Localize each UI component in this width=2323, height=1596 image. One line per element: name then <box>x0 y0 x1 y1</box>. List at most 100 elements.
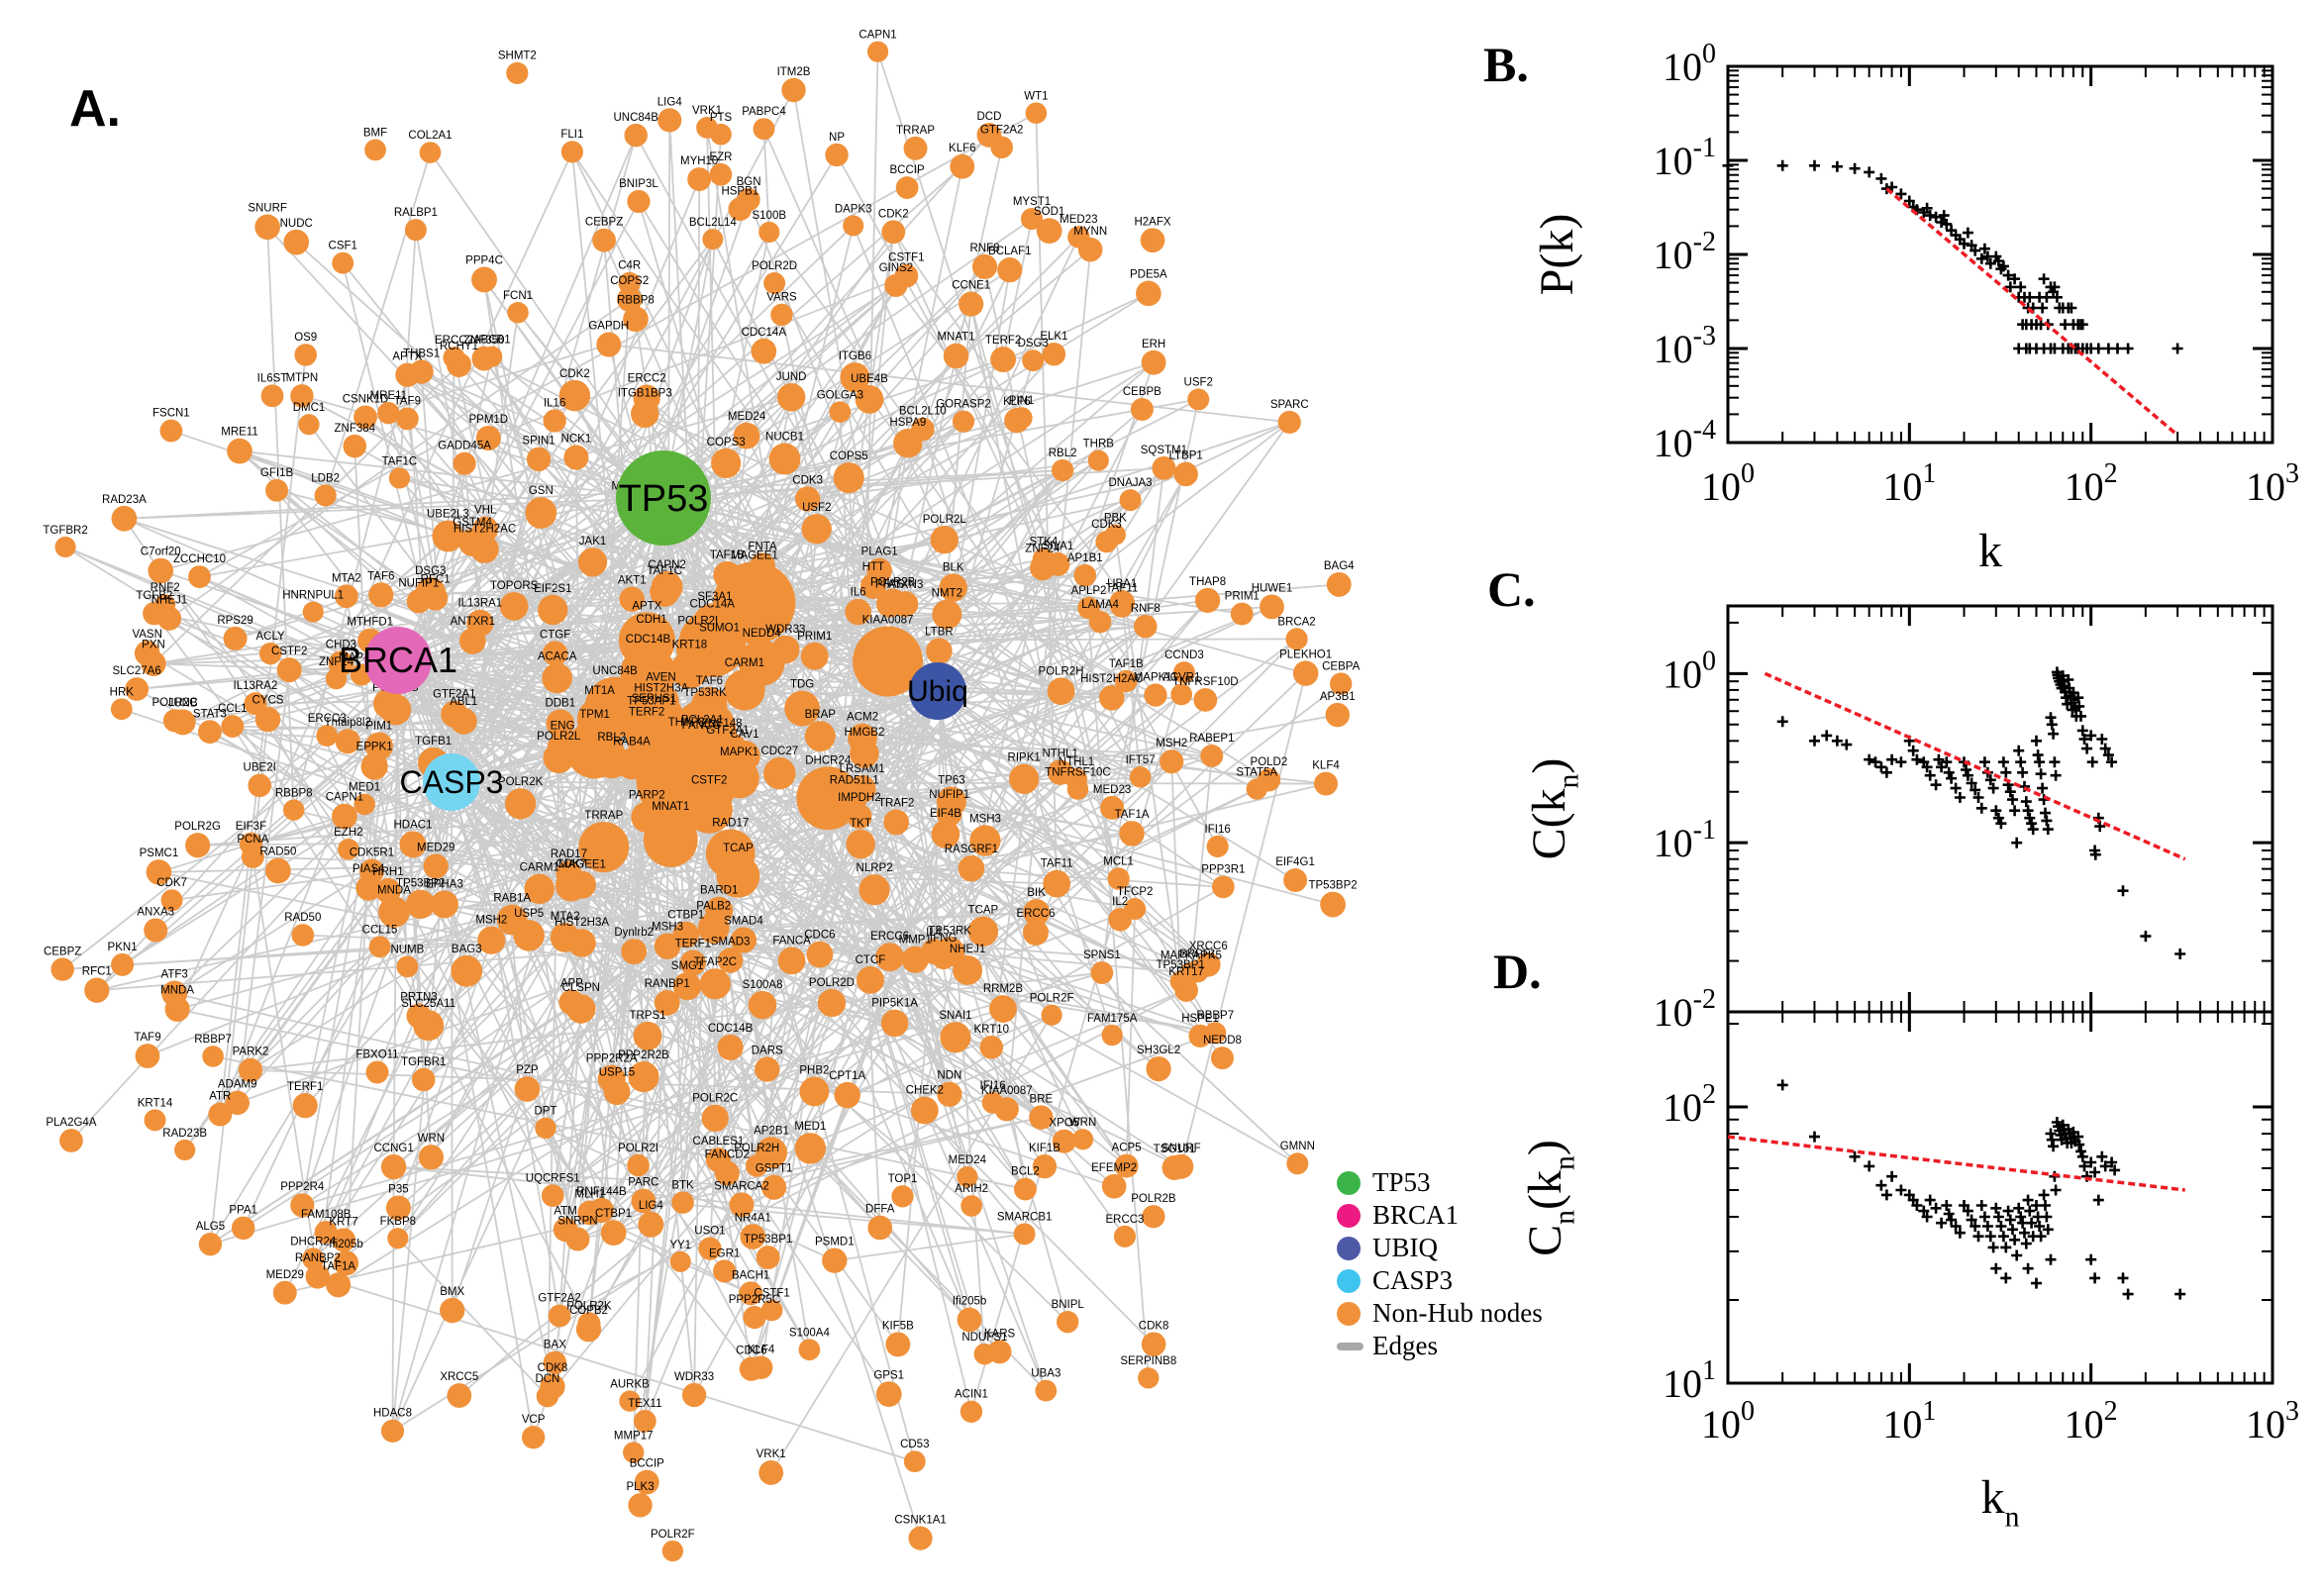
node-label: TGFB2 <box>136 590 172 602</box>
network-node <box>619 586 645 612</box>
network-node <box>638 1211 664 1238</box>
network-node <box>840 362 870 393</box>
node-label: NDN <box>937 1070 961 1082</box>
network-node <box>633 384 660 412</box>
node-label: ITGB6 <box>839 350 871 362</box>
network-node <box>1188 1024 1212 1047</box>
network-node <box>546 709 575 738</box>
network-node <box>1023 899 1051 926</box>
network-node <box>406 1003 432 1029</box>
network-node <box>866 557 892 584</box>
network-node <box>910 1096 939 1125</box>
node-label: MAPK1 <box>720 747 758 758</box>
network-node <box>396 955 419 978</box>
node-label: HSPB1 <box>721 185 758 197</box>
network-node <box>1041 1004 1062 1026</box>
node-label: MSH3 <box>969 813 1001 825</box>
legend-item-edges: Edges <box>1337 1330 1543 1362</box>
network-node <box>621 939 648 964</box>
x-axis-title: kn <box>1981 1471 2020 1533</box>
node-label: BMF <box>363 128 387 140</box>
node-label: MNDA <box>160 985 194 997</box>
node-label: BCCIP <box>630 1458 664 1470</box>
node-label: KRT17 <box>1168 966 1204 978</box>
network-node <box>260 384 284 408</box>
node-label: SMARCB1 <box>997 1211 1053 1223</box>
network-node <box>326 1272 352 1298</box>
network-node <box>603 1078 631 1106</box>
network-node <box>1022 349 1045 372</box>
node-label: BIK <box>1027 887 1046 899</box>
node-label: MED24 <box>949 1154 987 1166</box>
node-label: NUFIP1 <box>929 789 969 801</box>
node-label: CTBP1 <box>595 1208 632 1220</box>
node-label: IFI16 <box>980 1080 1006 1092</box>
node-label: UBA3 <box>1031 1368 1060 1380</box>
node-label: DPT <box>535 1106 557 1118</box>
node-label: TP53BP2 <box>1308 880 1357 892</box>
plot-frame <box>1726 604 2274 1014</box>
node-label: POLR2C <box>692 1093 738 1105</box>
network-node <box>423 853 449 879</box>
node-label: CDC14A <box>690 598 736 610</box>
node-label: WT1 <box>1024 90 1048 102</box>
network-node <box>543 742 574 774</box>
node-label: NTHL1 <box>1059 756 1094 768</box>
node-label: CARM1 <box>725 657 764 669</box>
node-label: ACP5 <box>1112 1143 1142 1154</box>
network-node <box>1052 1129 1076 1153</box>
node-label: CDC6 <box>804 930 835 942</box>
node-label: TRRAP <box>896 125 935 137</box>
node-label: USF2 <box>1184 376 1213 388</box>
node-label: RAD23B <box>162 1128 207 1140</box>
network-node <box>1066 778 1089 800</box>
network-node <box>627 189 651 214</box>
network-node <box>423 585 449 611</box>
network-node <box>134 640 160 666</box>
node-label: Ifi205b <box>329 1239 363 1250</box>
node-label: PBK <box>1104 513 1127 525</box>
tp53-dot-icon <box>1337 1170 1361 1195</box>
network-node <box>781 77 806 103</box>
network-node <box>940 1022 971 1053</box>
network-node <box>161 980 188 1007</box>
node-label: S100B <box>752 210 786 222</box>
network-node <box>755 1056 780 1082</box>
network-node <box>701 1104 729 1133</box>
network-node <box>565 1227 590 1251</box>
node-label: TNFRSF10C <box>1045 766 1110 778</box>
network-node <box>639 626 664 651</box>
network-node <box>702 737 754 787</box>
node-label: EIF4G1 <box>1275 856 1315 868</box>
node-label: MNAT1 <box>652 801 689 813</box>
network-node <box>333 1250 359 1276</box>
node-label: ATR <box>209 1091 231 1103</box>
network-node <box>364 139 386 161</box>
node-label: RBL2 <box>597 732 626 744</box>
node-label: CEBPZ <box>44 946 81 957</box>
node-label: MSH3 <box>652 921 683 933</box>
axis-tick-label: 103 <box>2246 458 2299 509</box>
node-label: SNAI1 <box>939 1010 971 1022</box>
node-label: CCNG1 <box>373 1143 413 1154</box>
network-node <box>1101 1173 1127 1199</box>
node-label: CAPN1 <box>326 792 363 804</box>
network-node <box>185 833 211 858</box>
node-label: GINS2 <box>879 262 914 274</box>
network-node <box>628 1493 653 1518</box>
network-node <box>618 271 641 295</box>
network-node <box>156 606 182 631</box>
network-node <box>733 422 760 449</box>
node-label: GORASP2 <box>936 399 991 411</box>
network-node <box>146 859 172 885</box>
node-label: RASGRF1 <box>945 844 998 855</box>
hub-node-tp53 <box>616 450 711 546</box>
network-node <box>669 1250 691 1272</box>
network-node <box>717 1034 744 1061</box>
network-node <box>953 955 983 985</box>
node-label: MED23 <box>1093 784 1131 796</box>
axis-tick-label: 100 <box>1701 458 1755 509</box>
network-node <box>418 1145 445 1170</box>
network-node <box>332 1228 356 1252</box>
network-node <box>1193 687 1218 712</box>
